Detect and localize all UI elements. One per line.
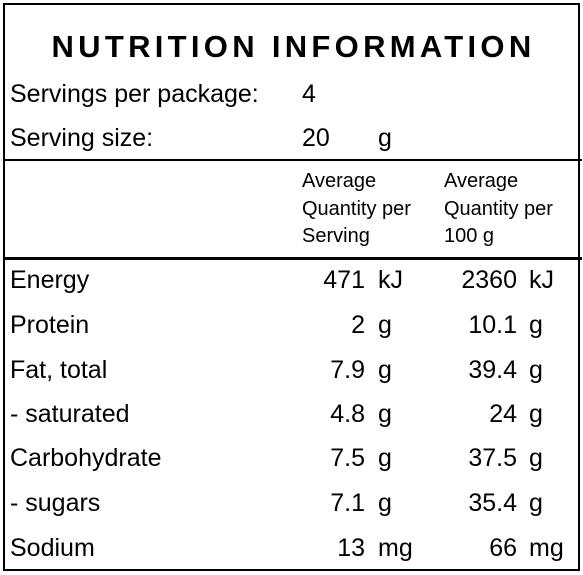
per-100g-value: 35.4 bbox=[468, 489, 517, 517]
servings-value: 4 bbox=[302, 80, 316, 108]
per-100g-unit: g bbox=[529, 356, 543, 384]
serving-size-value: 20 bbox=[302, 124, 330, 152]
per-serving-value: 13 bbox=[337, 534, 365, 562]
per-serving-value: 471 bbox=[323, 266, 365, 294]
nutrient-name: Energy bbox=[10, 266, 90, 294]
serving-size-label: Serving size: bbox=[10, 124, 154, 152]
nutrition-panel: NUTRITION INFORMATION Servings per packa… bbox=[3, 3, 582, 571]
per-100g-value: 24 bbox=[489, 400, 517, 428]
column-header-line: Quantity per bbox=[302, 197, 411, 220]
column-header-line: Quantity per bbox=[444, 197, 553, 220]
nutrient-name: Sodium bbox=[10, 534, 95, 562]
per-100g-unit: kJ bbox=[529, 266, 554, 294]
panel-title: NUTRITION INFORMATION bbox=[51, 29, 536, 64]
per-serving-unit: g bbox=[378, 489, 392, 517]
per-100g-value: 37.5 bbox=[468, 444, 517, 472]
column-header-line: Serving bbox=[302, 225, 370, 247]
column-header-per-100g: Average Quantity per 100 g bbox=[444, 168, 553, 251]
divider bbox=[5, 159, 582, 161]
per-serving-unit: kJ bbox=[378, 266, 403, 294]
per-100g-unit: mg bbox=[529, 534, 564, 562]
per-serving-value: 7.5 bbox=[330, 444, 365, 472]
column-header-line: Average bbox=[444, 170, 519, 192]
per-serving-value: 2 bbox=[351, 311, 365, 339]
servings-label: Servings per package: bbox=[10, 80, 259, 108]
per-100g-value: 10.1 bbox=[468, 311, 517, 339]
per-100g-value: 2360 bbox=[461, 266, 517, 294]
per-100g-unit: g bbox=[529, 400, 543, 428]
per-serving-unit: mg bbox=[378, 534, 413, 562]
per-100g-value: 39.4 bbox=[468, 356, 517, 384]
per-serving-unit: g bbox=[378, 444, 392, 472]
nutrient-name: Protein bbox=[10, 311, 90, 339]
column-header-line: 100 g bbox=[444, 225, 495, 247]
per-serving-value: 7.9 bbox=[330, 356, 365, 384]
per-serving-value: 4.8 bbox=[330, 400, 365, 428]
nutrient-name: - saturated bbox=[10, 400, 130, 428]
divider bbox=[5, 257, 582, 260]
column-header-line: Average bbox=[302, 170, 377, 192]
column-header-per-serving: Average Quantity per Serving bbox=[302, 168, 411, 251]
nutrient-name: - sugars bbox=[10, 489, 101, 517]
nutrient-name: Fat, total bbox=[10, 356, 108, 384]
per-100g-unit: g bbox=[529, 444, 543, 472]
per-serving-value: 7.1 bbox=[330, 489, 365, 517]
per-serving-unit: g bbox=[378, 356, 392, 384]
per-serving-unit: g bbox=[378, 400, 392, 428]
per-serving-unit: g bbox=[378, 311, 392, 339]
per-100g-unit: g bbox=[529, 489, 543, 517]
per-100g-unit: g bbox=[529, 311, 543, 339]
serving-size-unit: g bbox=[378, 124, 392, 152]
per-100g-value: 66 bbox=[489, 534, 517, 562]
nutrient-name: Carbohydrate bbox=[10, 444, 162, 472]
